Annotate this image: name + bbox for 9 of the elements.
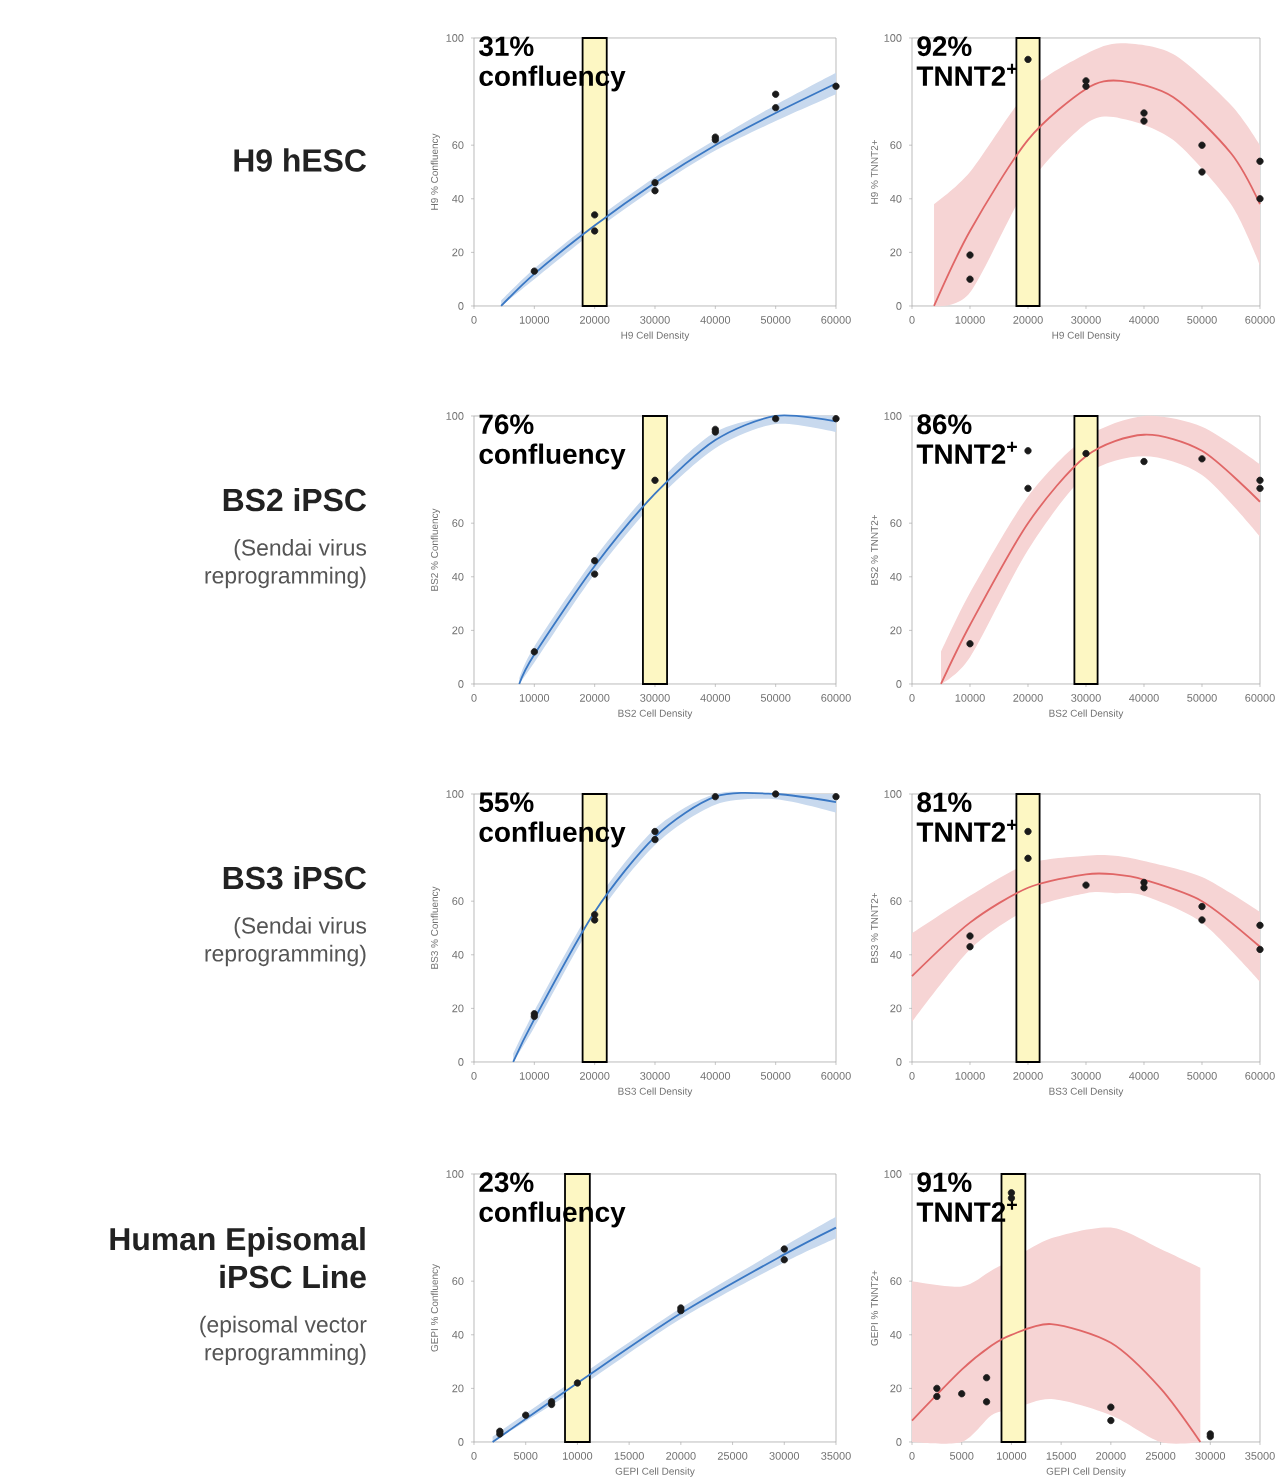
text: (Sendai virus reprogramming)	[205, 916, 367, 967]
band-label: 76% confluency	[479, 414, 626, 470]
text: (episomal vector reprogramming)	[200, 1315, 367, 1366]
text: (Sendai virus reprogramming)	[205, 538, 367, 589]
text: BS2 iPSC	[223, 487, 367, 512]
text: Human Episomal iPSC Line	[110, 1226, 366, 1289]
text: BS3 iPSC	[223, 865, 367, 890]
text: H9 hESC	[234, 148, 367, 172]
band-label: 86% TNNT2$^{+}$	[916, 414, 1017, 464]
